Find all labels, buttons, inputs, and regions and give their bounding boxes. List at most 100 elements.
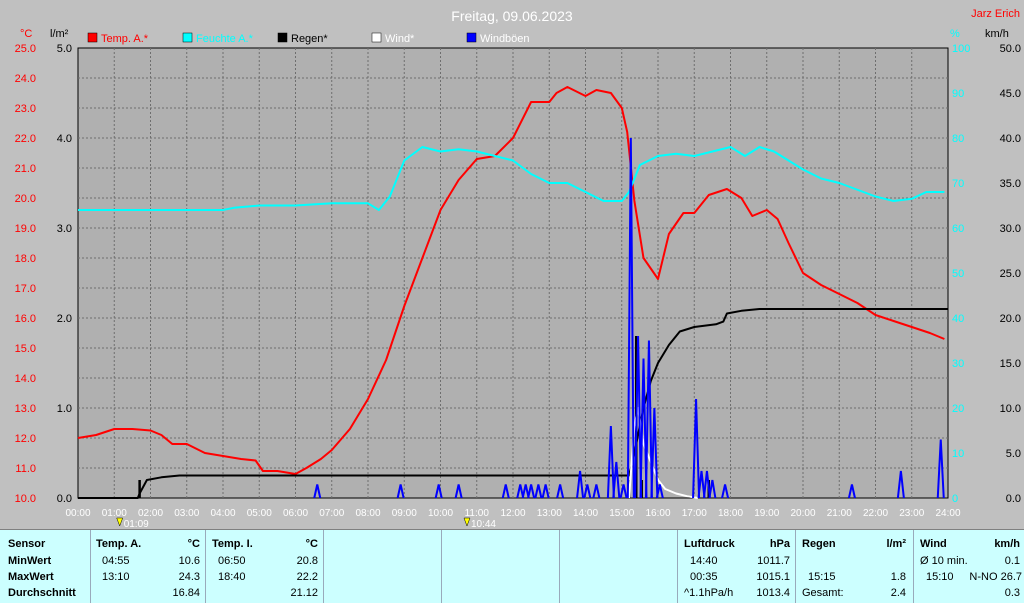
wind-tick-label: 10.0 [1000, 403, 1021, 415]
gust-spike [936, 439, 945, 499]
event-label: 01:09 [124, 519, 149, 529]
gust-spike [606, 425, 615, 499]
humidity-tick-label: 100 [952, 43, 970, 55]
wind-max-time: 15:10 [926, 571, 954, 583]
temp-tick-label: 20.0 [15, 193, 36, 205]
gust-spike [501, 484, 510, 499]
temp-i-max-value: 22.2 [296, 571, 318, 583]
temp-a-header: Temp. A. [96, 538, 142, 550]
row-label-min: MinWert [8, 555, 52, 567]
wind-avg2-value: 0.3 [1004, 587, 1020, 599]
series-line [78, 308, 948, 499]
wind-tick-label: 35.0 [1000, 178, 1021, 190]
wind-avg-label: Ø 10 min. [920, 555, 968, 567]
temp-i-avg-value: 21.12 [290, 587, 318, 599]
temp-tick-label: 10.0 [15, 493, 36, 505]
temp-tick-label: 22.0 [15, 133, 36, 145]
series-line [78, 146, 945, 211]
gust-spike [454, 484, 463, 499]
x-tick-label: 13:00 [537, 508, 562, 519]
gust-spike [541, 484, 550, 499]
humidity-unit-label: % [950, 28, 960, 40]
temp-tick-label: 13.0 [15, 403, 36, 415]
x-tick-label: 19:00 [754, 508, 779, 519]
temp-tick-label: 18.0 [15, 253, 36, 265]
x-tick-label: 10:00 [428, 508, 453, 519]
pressure-min-value: 1011.7 [757, 555, 790, 567]
x-tick-label: 09:00 [392, 508, 417, 519]
x-tick-label: 00:00 [65, 508, 90, 519]
wind-tick-label: 45.0 [1000, 88, 1021, 100]
temp-unit-label: °C [20, 28, 32, 40]
divider [913, 530, 914, 603]
x-tick-label: 14:00 [573, 508, 598, 519]
legend-swatch [466, 32, 477, 43]
gust-spike [516, 484, 525, 499]
gust-spike [650, 407, 659, 499]
divider [559, 530, 560, 603]
gust-spike [396, 484, 405, 499]
humidity-tick-label: 30 [952, 358, 964, 370]
event-marker-icon [116, 517, 124, 527]
legend-swatch [277, 32, 288, 43]
rain-max-time: 15:15 [808, 571, 836, 583]
humidity-tick-label: 20 [952, 403, 964, 415]
temp-i-header: Temp. I. [212, 538, 253, 550]
temp-tick-label: 21.0 [15, 163, 36, 175]
temp-i-min-value: 20.8 [296, 555, 318, 567]
temp-i-min-time: 06:50 [218, 555, 246, 567]
temp-a-unit: °C [187, 538, 200, 550]
temp-tick-label: 23.0 [15, 103, 36, 115]
x-tick-label: 08:00 [355, 508, 380, 519]
gust-spike [592, 484, 601, 499]
wind-header: Wind [920, 538, 947, 550]
temp-tick-label: 15.0 [15, 343, 36, 355]
gust-spike [655, 484, 664, 499]
x-tick-label: 12:00 [500, 508, 525, 519]
humidity-tick-label: 40 [952, 313, 964, 325]
stats-panel: Sensor MinWert MaxWert Durchschnitt Temp… [0, 529, 1024, 603]
legend-label: Regen* [291, 33, 328, 45]
gust-spike [626, 137, 635, 499]
wind-max-value: N-NO 26.7 [969, 571, 1022, 583]
rain-unit: l/m² [886, 538, 906, 550]
pressure-trend-value: 1013.4 [756, 587, 790, 599]
temp-tick-label: 17.0 [15, 283, 36, 295]
grid [78, 48, 948, 498]
events: 01:09 10:44 [116, 517, 496, 529]
rain-tick-label: 2.0 [57, 313, 72, 325]
divider [795, 530, 796, 603]
temp-a-min-time: 04:55 [102, 555, 130, 567]
temp-tick-label: 14.0 [15, 373, 36, 385]
wind-tick-label: 20.0 [1000, 313, 1021, 325]
weather-chart: Freitag, 09.06.2023 Jarz Erich °C l/m² %… [15, 8, 1021, 529]
x-tick-label: 07:00 [319, 508, 344, 519]
x-tick-label: 04:00 [210, 508, 235, 519]
x-tick-label: 15:00 [609, 508, 634, 519]
humidity-tick-label: 70 [952, 178, 964, 190]
wind-unit-label: km/h [985, 28, 1009, 40]
x-tick-label: 22:00 [863, 508, 888, 519]
x-tick-label: 05:00 [247, 508, 272, 519]
row-label-max: MaxWert [8, 571, 54, 583]
x-tick-label: 16:00 [645, 508, 670, 519]
wind-tick-label: 0.0 [1006, 493, 1021, 505]
temp-a-avg-value: 16.84 [172, 587, 200, 599]
rain-header: Regen [802, 538, 836, 550]
pressure-trend: ^1.1hPa/h [684, 587, 734, 599]
gust-spike [583, 484, 592, 499]
humidity-tick-label: 0 [952, 493, 958, 505]
series [77, 86, 948, 499]
axis-ticks: 00:00 01:00 02:00 03:00 04:00 05:00 06:00 07:00… [15, 43, 1021, 519]
gust-spike [896, 470, 905, 499]
temp-tick-label: 11.0 [15, 463, 36, 475]
wind-tick-label: 5.0 [1006, 448, 1021, 460]
humidity-tick-label: 10 [952, 448, 964, 460]
x-tick-label: 06:00 [283, 508, 308, 519]
x-tick-label: 18:00 [718, 508, 743, 519]
temp-a-max-value: 24.3 [178, 571, 200, 583]
temp-tick-label: 24.0 [15, 73, 36, 85]
x-tick-label: 01:00 [102, 508, 127, 519]
temp-tick-label: 12.0 [15, 433, 36, 445]
humidity-tick-label: 80 [952, 133, 964, 145]
